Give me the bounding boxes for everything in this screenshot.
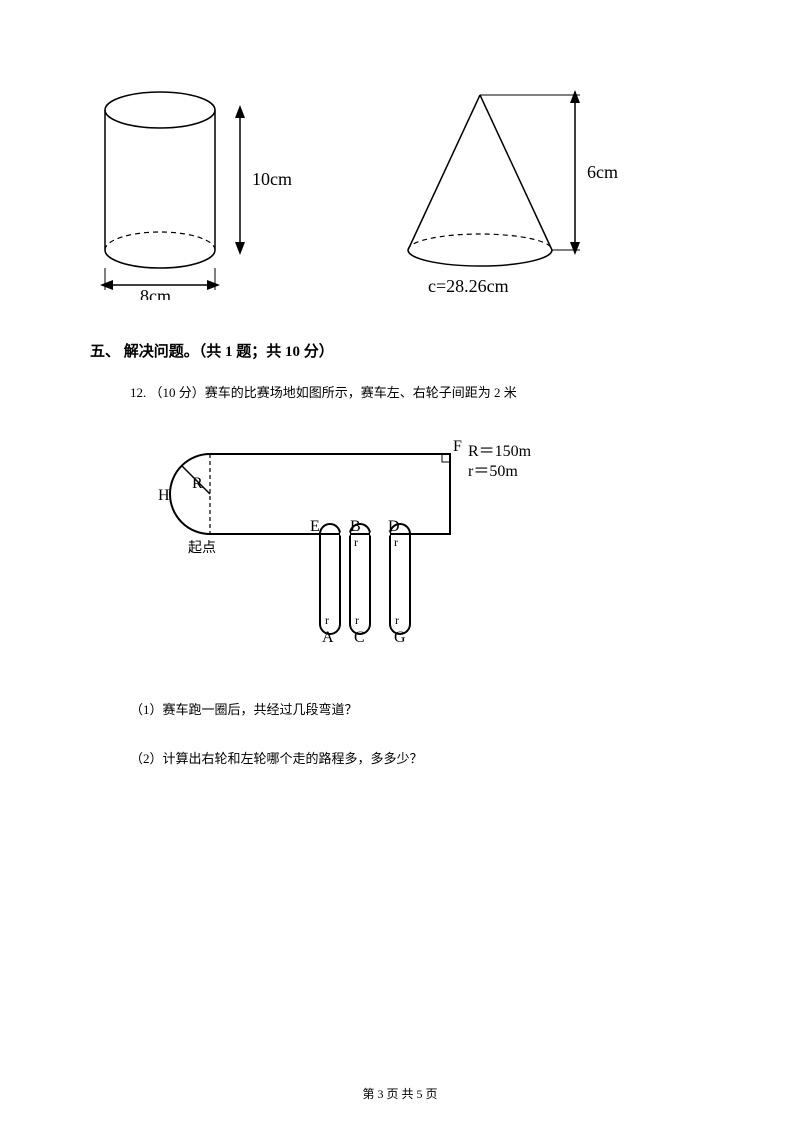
figures-row: 10cm 8cm 6cm c=28.26cm [90, 80, 710, 300]
section-5-title: 五、 解决问题。（共 1 题；共 10 分） [90, 340, 710, 361]
track-R-label: R＝150m [468, 443, 532, 460]
track-B: B [350, 518, 361, 535]
track-R: R [192, 475, 203, 492]
cone-height-label: 6cm [587, 162, 618, 182]
track-C: C [354, 629, 365, 646]
cylinder-diameter-label: 8cm [140, 286, 171, 300]
r-c: r [355, 613, 359, 627]
track-A: A [322, 629, 334, 646]
q12-sub2: （2）计算出右轮和左轮哪个走的路程多，多多少？ [130, 748, 710, 767]
track-svg: R H F 起点 E A r B C r r [150, 424, 570, 664]
track-E: E [310, 518, 320, 535]
r-b: r [354, 535, 358, 549]
track-start: 起点 [188, 540, 216, 556]
r-d: r [394, 535, 398, 549]
cone-circumference-label: c=28.26cm [428, 276, 509, 296]
page-footer: 第 3 页 共 5 页 [0, 1085, 800, 1102]
cone-figure: 6cm c=28.26cm [390, 80, 630, 300]
track-D: D [388, 518, 400, 535]
q12-text: 12. （10 分）赛车的比赛场地如图所示，赛车左、右轮子间距为 2 米 [130, 381, 710, 404]
track-r-label: r＝50m [468, 463, 518, 480]
track-F: F [453, 438, 462, 455]
cylinder-figure: 10cm 8cm [90, 80, 310, 300]
cylinder-height-label: 10cm [252, 169, 292, 189]
cylinder-svg: 10cm 8cm [90, 80, 310, 300]
cone-svg: 6cm c=28.26cm [390, 80, 630, 300]
q12-sub1: （1）赛车跑一圈后，共经过几段弯道？ [130, 699, 710, 718]
r-a: r [325, 613, 329, 627]
track-H: H [158, 487, 170, 504]
r-g: r [395, 613, 399, 627]
track-figure: R H F 起点 E A r B C r r [150, 424, 710, 669]
track-G: G [394, 629, 406, 646]
